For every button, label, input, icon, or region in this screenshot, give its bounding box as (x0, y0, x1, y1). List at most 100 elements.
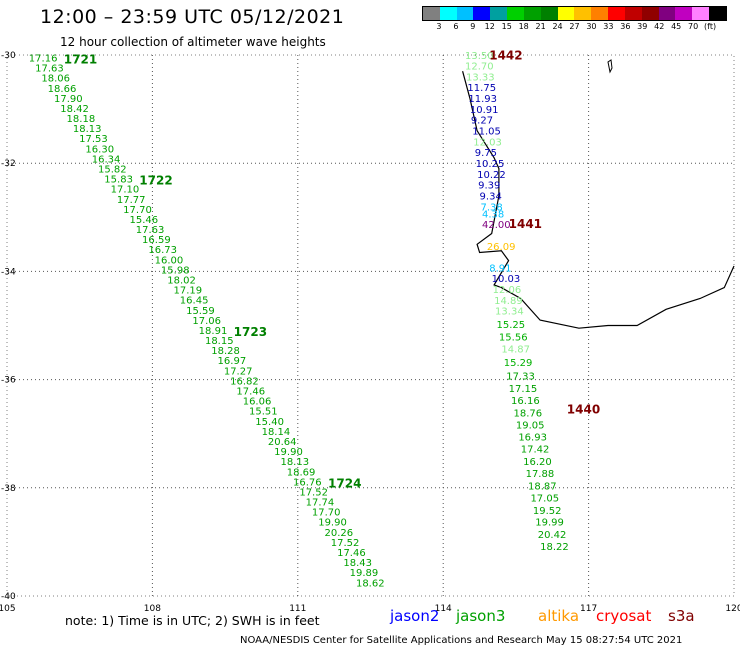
wave-height-label: 17.16 (29, 53, 58, 64)
wave-height-label: 18.06 (41, 74, 70, 85)
scale-label: 45 (671, 22, 682, 31)
wave-height-label: 17.46 (337, 548, 366, 559)
wave-height-label: 16.82 (230, 376, 259, 387)
track-time-label: 1441 (509, 217, 542, 231)
scale-swatch (473, 7, 491, 20)
scale-swatch (608, 7, 625, 20)
wave-height-label: 13.34 (495, 307, 524, 318)
coastline (462, 71, 735, 329)
lon-tick-label: 108 (144, 604, 161, 614)
lon-tick-label: 105 (0, 604, 16, 614)
wave-height-label: 17.77 (117, 195, 146, 206)
wave-height-label: 42.00 (482, 220, 511, 231)
wave-height-label: 16.34 (92, 154, 121, 165)
wave-height-label: 14.87 (501, 345, 530, 356)
scale-label: 9 (470, 22, 476, 31)
wave-height-label: 17.52 (299, 487, 328, 498)
lat-tick-label: -36 (1, 376, 16, 386)
scale-label: 36 (620, 22, 631, 31)
wave-height-label: 4.38 (482, 209, 504, 220)
wave-height-label: 19.89 (350, 568, 379, 579)
wave-height-label: 18.76 (513, 408, 542, 419)
wave-height-label: 17.70 (312, 508, 341, 519)
wave-height-label: 17.46 (236, 387, 265, 398)
wave-height-label: 10.91 (470, 105, 499, 116)
color-scale-swatches (422, 6, 727, 21)
wave-height-label: 15.29 (504, 358, 533, 369)
wave-height-label: 17.53 (79, 134, 108, 145)
wave-height-label: 19.90 (318, 518, 347, 529)
wave-height-label: 16.93 (518, 433, 547, 444)
track-time-label: 1722 (139, 174, 172, 188)
wave-height-label: 17.19 (174, 286, 203, 297)
wave-height-label: 10.03 (492, 274, 521, 285)
wave-height-label: 9.34 (480, 191, 502, 202)
scale-label: 18 (518, 22, 529, 31)
wave-height-label: 14.89 (494, 296, 523, 307)
wave-height-label: 9.27 (471, 116, 493, 127)
scale-label: 33 (603, 22, 614, 31)
wave-height-label: 17.06 (192, 316, 221, 327)
wave-height-label: 17.33 (506, 372, 535, 383)
scale-label: 6 (453, 22, 459, 31)
wave-height-label: 15.83 (104, 175, 133, 186)
scale-label: 27 (569, 22, 580, 31)
wave-height-label: 20.42 (538, 530, 567, 541)
wave-height-label: 18.66 (48, 84, 77, 95)
wave-height-label: 18.43 (343, 558, 372, 569)
island-outline (607, 59, 613, 74)
lat-tick-label: -40 (1, 592, 16, 602)
wave-height-label: 17.42 (521, 445, 550, 456)
wave-height-label: 7.38 (481, 202, 503, 213)
wave-height-label: 18.69 (287, 467, 316, 478)
wave-height-label: 16.16 (511, 396, 540, 407)
scale-label: 15 (501, 22, 512, 31)
wave-height-label: 15.51 (249, 407, 278, 418)
scale-label: 39 (637, 22, 648, 31)
wave-height-label: 11.93 (468, 94, 497, 105)
lon-tick-label: 114 (435, 604, 452, 614)
wave-height-label: 18.13 (280, 457, 309, 468)
wave-height-label: 15.59 (186, 306, 215, 317)
wave-height-label: 12.03 (473, 137, 502, 148)
wave-height-label: 18.18 (67, 114, 96, 125)
wave-height-label: 16.73 (148, 245, 177, 256)
scale-label: 42 (654, 22, 665, 31)
scale-label: 3 (436, 22, 442, 31)
legend-s3a: s3a (668, 607, 695, 625)
scale-swatch (456, 7, 474, 20)
wave-height-label: 15.46 (129, 215, 158, 226)
wave-height-label: 26.09 (487, 242, 516, 253)
wave-height-label: 17.90 (54, 94, 83, 105)
legend-altika: altika (538, 607, 580, 625)
wave-height-label: 18.15 (205, 336, 234, 347)
wave-height-label: 9.39 (478, 181, 500, 192)
lat-tick-label: -34 (1, 267, 16, 277)
scale-label: 24 (552, 22, 563, 31)
wave-height-label: 15.82 (98, 165, 127, 176)
wave-height-label: 19.90 (274, 447, 303, 458)
wave-height-label: 12.06 (493, 285, 522, 296)
scale-swatch (490, 7, 508, 20)
lon-tick-label: 120 (725, 604, 740, 614)
wave-height-label: 17.63 (136, 225, 165, 236)
track-time-label: 1440 (567, 403, 600, 417)
legend-cryosat: cryosat (596, 607, 652, 625)
wave-height-label: 16.59 (142, 235, 171, 246)
lon-tick-label: 111 (289, 604, 306, 614)
scale-swatch (423, 7, 440, 20)
wave-height-label: 13.50 (465, 51, 494, 62)
track-time-label: 1724 (328, 476, 361, 490)
wave-height-label: 16.97 (218, 356, 247, 367)
wave-height-label: 16.20 (523, 457, 552, 468)
wave-height-label: 16.45 (180, 296, 209, 307)
wave-height-label: 17.10 (111, 185, 140, 196)
wave-height-label: 16.00 (155, 255, 184, 266)
legend-jason2: jason2 (390, 607, 440, 625)
scale-swatch (557, 7, 575, 20)
wave-height-label: 16.76 (293, 477, 322, 488)
wave-height-label: 15.25 (497, 320, 526, 331)
scale-swatch (507, 7, 524, 20)
map-subtitle: 12 hour collection of altimeter wave hei… (60, 35, 326, 49)
wave-height-label: 15.56 (499, 333, 528, 344)
